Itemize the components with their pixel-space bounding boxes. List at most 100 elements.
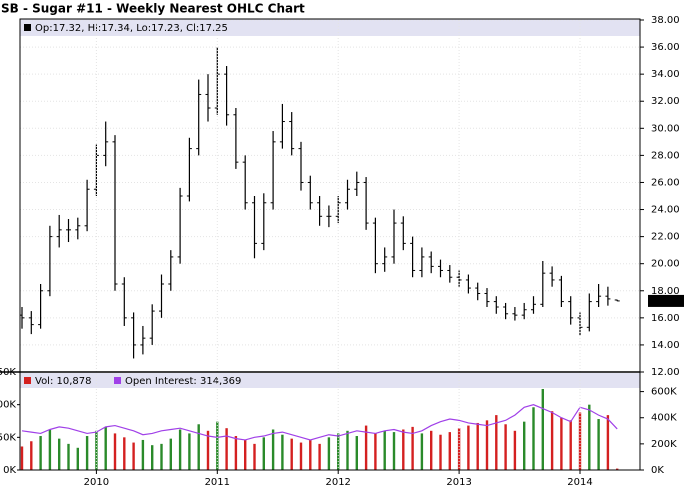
legend-text: Vol: 10,878 xyxy=(35,376,92,387)
volume-bar xyxy=(123,437,126,470)
volume-bar xyxy=(550,411,554,470)
volume-bar xyxy=(532,407,535,470)
volume-bar xyxy=(327,437,331,470)
x-tick-label: 2010 xyxy=(84,477,109,488)
volume-bar xyxy=(85,436,89,470)
x-tick-label: 2014 xyxy=(567,477,592,488)
volume-bar xyxy=(48,429,52,470)
y2-tick-label: 400K xyxy=(651,413,677,424)
y-tick-label: 36.00 xyxy=(651,42,680,53)
volume-bar xyxy=(141,439,145,470)
volume-bar xyxy=(216,421,219,470)
y-tick-label: 16.00 xyxy=(651,313,680,324)
volume-bar xyxy=(430,430,433,470)
volume-bar xyxy=(244,439,247,470)
chart-title: SB - Sugar #11 - Weekly Nearest OHLC Cha… xyxy=(1,2,305,16)
open-interest-line xyxy=(21,404,618,441)
volume-bar xyxy=(299,442,303,470)
y-tick-label: 38.00 xyxy=(651,15,680,26)
volume-bar xyxy=(58,438,61,470)
volume-bar xyxy=(253,443,256,470)
volume-bar xyxy=(476,422,479,470)
legend-text: Op:17.32, Hi:17.34, Lo:17.23, Cl:17.25 xyxy=(35,23,228,34)
volume-bar xyxy=(197,424,200,470)
y-tick-label: 32.00 xyxy=(651,96,680,107)
legend-text: Open Interest: 314,369 xyxy=(125,376,241,387)
volume-bar xyxy=(578,412,582,470)
y-tick-label: 22.00 xyxy=(651,232,680,243)
y2-tick-label: 0K xyxy=(651,465,664,476)
volume-bar xyxy=(318,443,321,470)
volume-bar xyxy=(495,415,498,470)
volume-bar xyxy=(606,415,610,470)
y2-tick-label: 600K xyxy=(651,387,677,398)
volume-bar xyxy=(160,443,163,470)
y-tick-label: 12.00 xyxy=(651,367,680,378)
volume-bar xyxy=(290,438,293,470)
x-tick-label: 2011 xyxy=(205,477,230,488)
volume-bar xyxy=(151,445,154,470)
volume-bar xyxy=(169,438,172,470)
volume-bar xyxy=(541,388,544,470)
y-tick-label: 30.00 xyxy=(651,123,680,134)
legend-swatch xyxy=(24,24,31,31)
y-tick-label: 14.00 xyxy=(651,340,680,351)
volume-bar xyxy=(383,430,386,470)
volume-bar xyxy=(569,420,572,470)
volume-bar xyxy=(392,432,396,470)
volume-bar xyxy=(439,434,442,470)
volume-bar xyxy=(178,429,182,470)
volume-bar xyxy=(355,436,358,470)
legend-swatch xyxy=(114,377,121,384)
volume-bar xyxy=(616,468,619,470)
volume-bar xyxy=(113,433,117,470)
volume-bar xyxy=(448,432,451,470)
volume-bar xyxy=(374,433,377,470)
legend-swatch xyxy=(24,377,31,384)
volume-bar xyxy=(420,433,424,470)
volume-bar xyxy=(281,434,284,470)
volume-bar xyxy=(188,433,191,470)
last-price-box xyxy=(648,294,684,307)
volume-bar xyxy=(346,430,349,470)
legend-band xyxy=(20,19,640,36)
volume-bar xyxy=(309,439,312,470)
volume-bar xyxy=(504,424,507,470)
volume-bar xyxy=(597,419,600,470)
volume-bar xyxy=(485,420,489,470)
volume-bar xyxy=(523,421,526,470)
x-tick-label: 2013 xyxy=(446,477,471,488)
y-tick-label: 20.00 xyxy=(651,259,680,270)
volume-bar xyxy=(262,437,265,470)
volume-bar xyxy=(30,441,33,470)
volume-bar xyxy=(337,433,340,470)
volume-bar xyxy=(95,430,98,470)
volume-bar xyxy=(67,443,70,470)
volume-bar xyxy=(225,428,228,470)
y-tick-label: 24.00 xyxy=(651,205,680,216)
volume-bar xyxy=(402,429,405,470)
last-price-label: 17.25 xyxy=(651,296,680,307)
volume-bar xyxy=(271,429,275,470)
x-tick-label: 2012 xyxy=(325,477,350,488)
plot-border xyxy=(19,18,641,471)
volume-bar xyxy=(20,446,24,470)
volume-bar xyxy=(104,426,107,470)
volume-bar xyxy=(513,430,517,470)
volume-bar xyxy=(560,417,563,470)
volume-bar xyxy=(467,425,470,470)
y-tick-label: 34.00 xyxy=(651,69,680,80)
volume-bar xyxy=(76,447,79,470)
y-tick-label: 18.00 xyxy=(651,286,680,297)
volume-bar xyxy=(132,442,135,470)
volume-bar xyxy=(411,426,414,470)
volume-bar xyxy=(588,404,591,470)
y-tick-label: 26.00 xyxy=(651,177,680,188)
y2-tick-label: 200K xyxy=(651,439,677,450)
y-tick-label: 28.00 xyxy=(651,150,680,161)
volume-bar xyxy=(234,436,238,470)
legend-band xyxy=(20,373,640,388)
volume-bar xyxy=(206,430,210,470)
